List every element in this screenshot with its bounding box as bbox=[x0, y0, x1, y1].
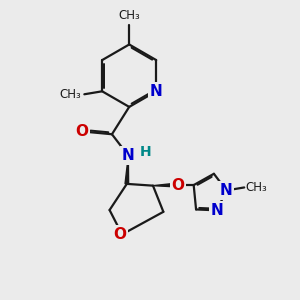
Text: N: N bbox=[220, 183, 233, 198]
Text: N: N bbox=[211, 203, 223, 218]
Text: N: N bbox=[150, 84, 163, 99]
Text: CH₃: CH₃ bbox=[246, 181, 268, 194]
Polygon shape bbox=[125, 156, 129, 184]
Text: O: O bbox=[113, 227, 126, 242]
Text: H: H bbox=[140, 145, 151, 159]
Text: O: O bbox=[75, 124, 88, 140]
Text: CH₃: CH₃ bbox=[60, 88, 81, 101]
Text: O: O bbox=[172, 178, 185, 193]
Polygon shape bbox=[153, 183, 175, 187]
Text: N: N bbox=[122, 148, 135, 163]
Text: CH₃: CH₃ bbox=[118, 9, 140, 22]
